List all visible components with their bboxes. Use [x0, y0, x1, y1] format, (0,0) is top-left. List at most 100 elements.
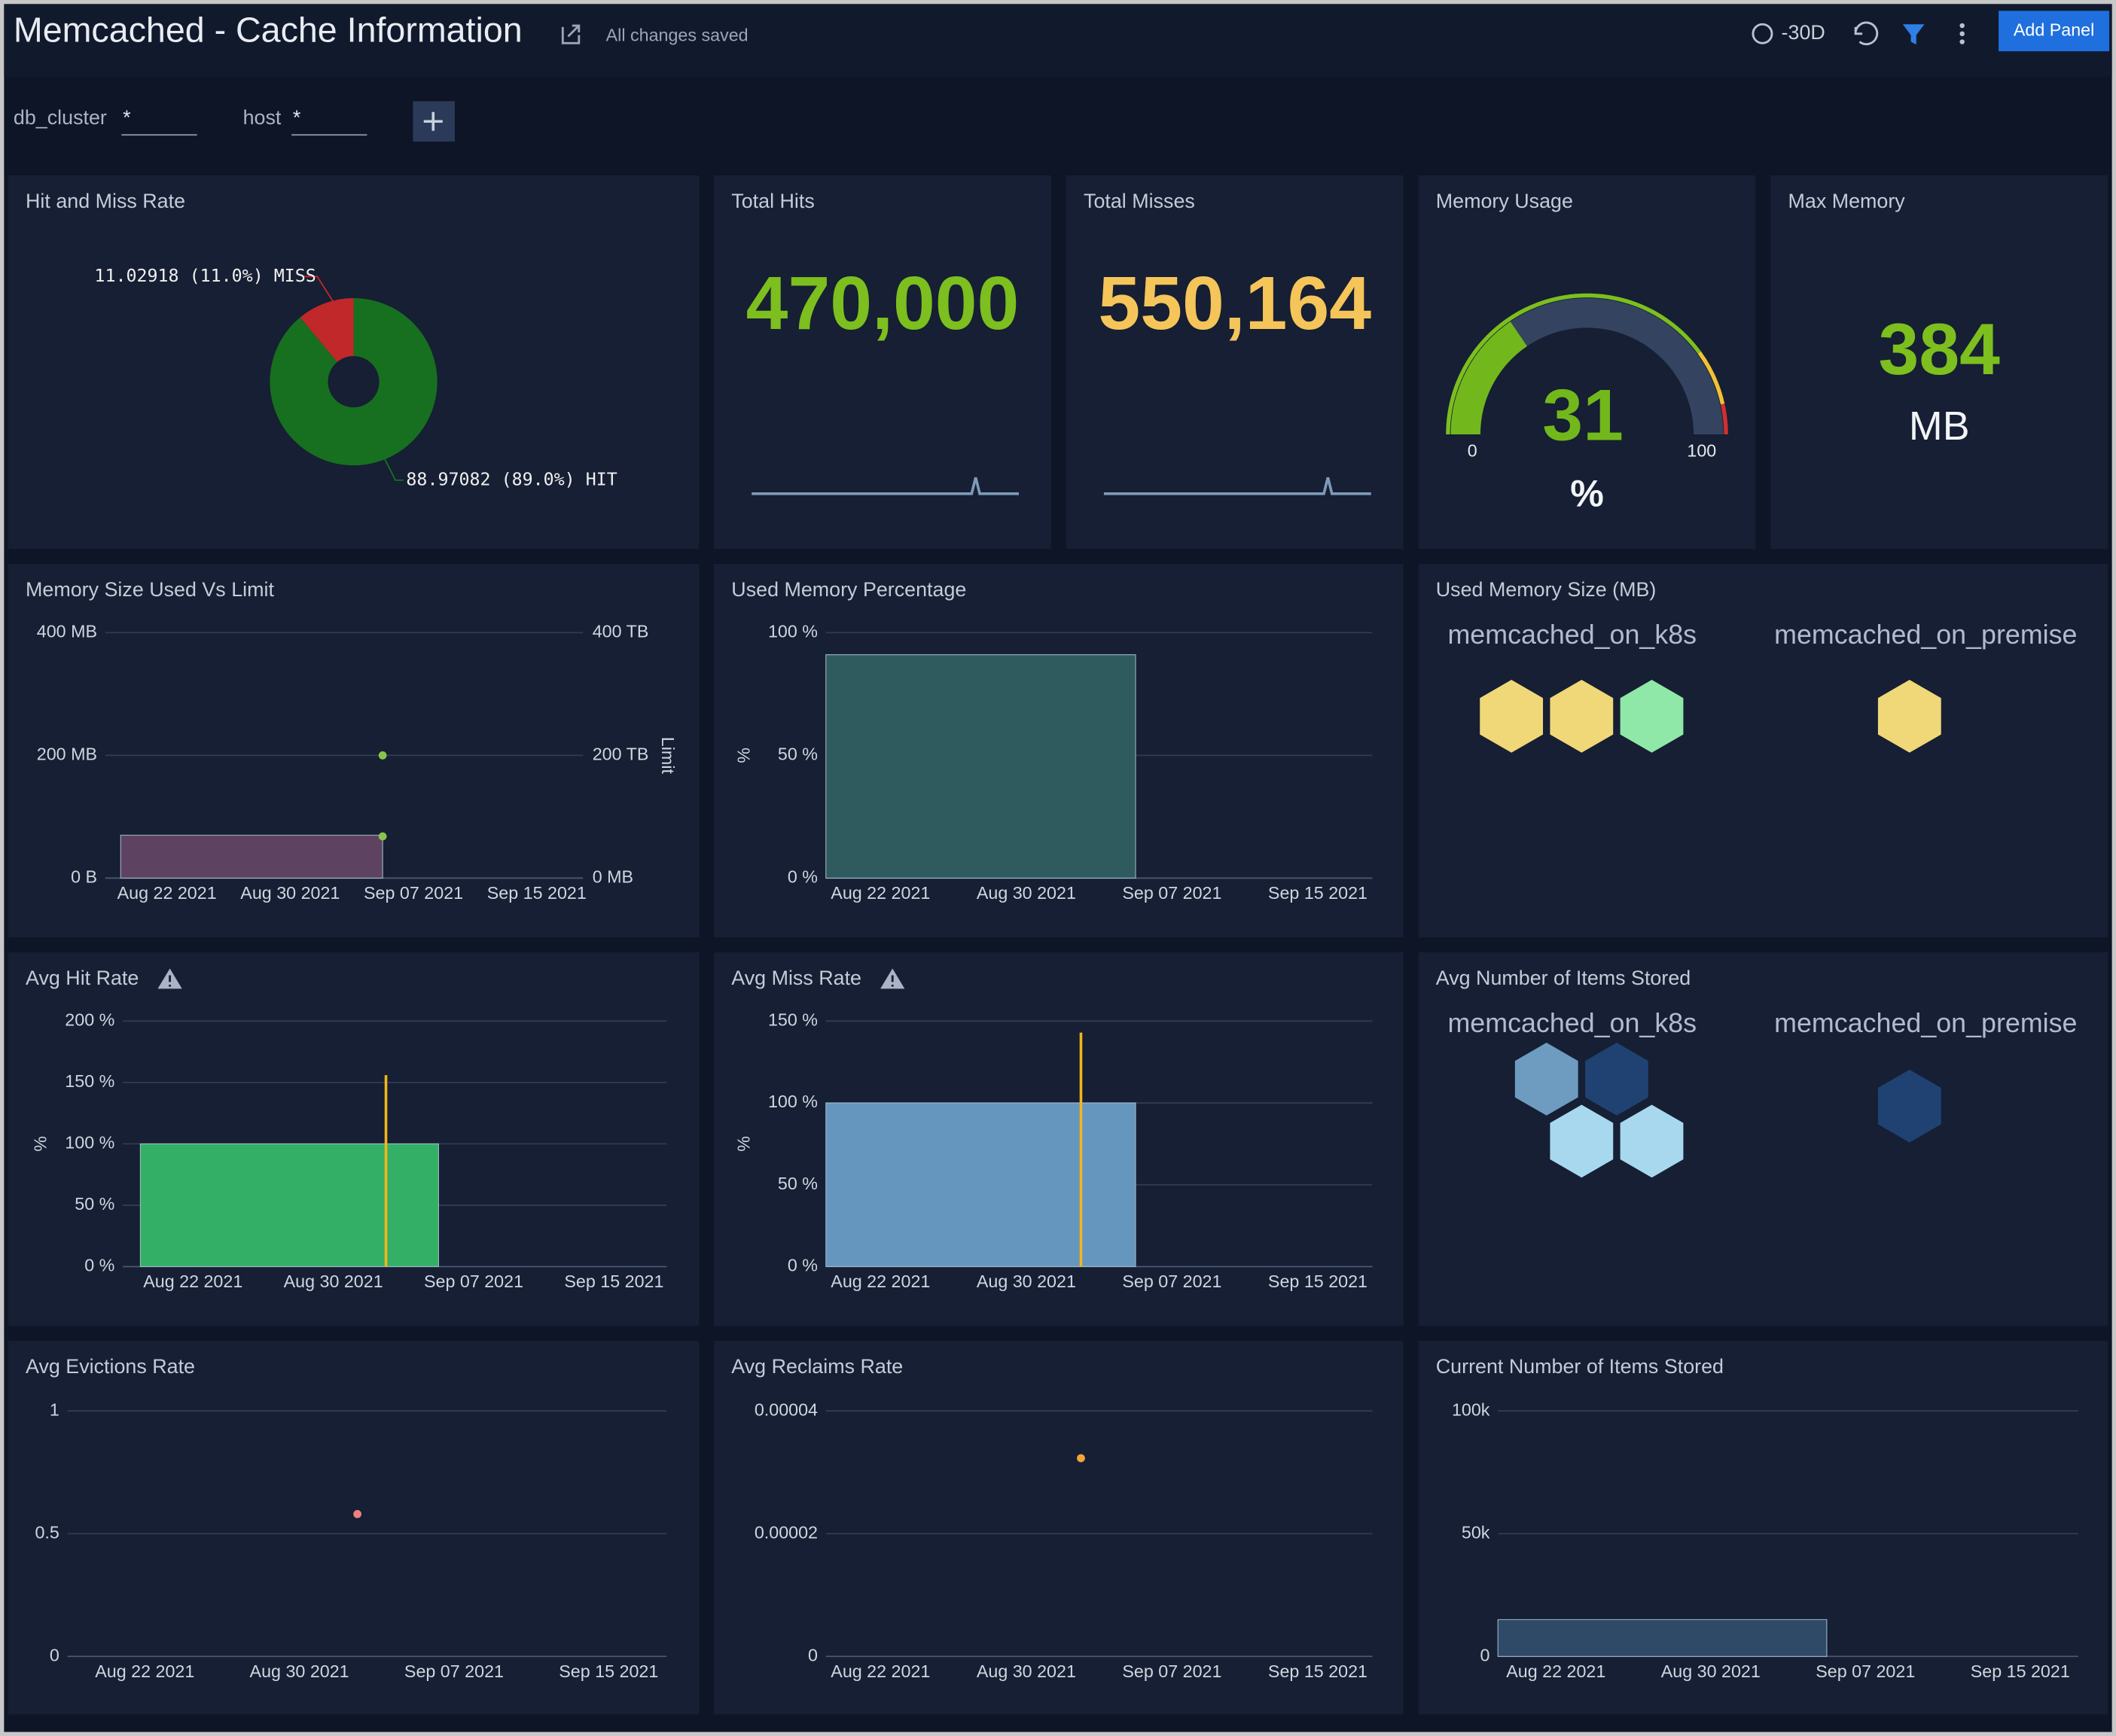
filter-value[interactable]: * — [123, 106, 131, 129]
x-tick-label: Sep 15 2021 — [564, 1272, 663, 1291]
y2-tick-label: 0 MB — [593, 867, 633, 887]
save-status: All changes saved — [606, 26, 749, 45]
add-panel-button[interactable] — [1999, 11, 2110, 52]
y2-tick-label: 200 TB — [593, 745, 649, 764]
panel-title: Memory Size Used Vs Limit — [26, 578, 274, 601]
x-tick-label: Sep 07 2021 — [404, 1661, 504, 1681]
panel-title: Total Hits — [731, 190, 814, 212]
panel-title: Used Memory Size (MB) — [1436, 578, 1657, 601]
y-tick-label: 400 MB — [37, 621, 97, 641]
area — [139, 1143, 439, 1268]
gauge-max: 100 — [1687, 440, 1716, 460]
x-tick-label: Aug 22 2021 — [831, 883, 930, 903]
group-name: memcached_on_premise — [1774, 1008, 2077, 1038]
x-tick-label: Sep 15 2021 — [487, 883, 587, 903]
x-tick-label: Aug 30 2021 — [1661, 1661, 1761, 1681]
hex-cell — [1877, 680, 1941, 753]
y-tick-label: 150 % — [65, 1071, 114, 1091]
time-range[interactable]: -30D — [1782, 21, 1825, 44]
y-tick-label: 50 % — [778, 745, 818, 764]
plus-icon[interactable] — [423, 111, 443, 131]
panel-title: Hit and Miss Rate — [26, 190, 185, 212]
y-tick-label: 0 B — [71, 867, 97, 887]
gauge-min: 0 — [1468, 440, 1477, 460]
gauge-value — [1450, 321, 1528, 435]
filter-label: db_cluster — [14, 106, 107, 129]
point — [378, 751, 387, 760]
y-tick-label: 100k — [1452, 1399, 1490, 1419]
panel — [1066, 175, 1404, 550]
panel-title: Used Memory Percentage — [731, 578, 966, 601]
y-tick-label: 0.00004 — [755, 1399, 818, 1419]
page-title: Memcached - Cache Information — [14, 10, 523, 49]
add-panel-label[interactable]: Add Panel — [2014, 20, 2094, 39]
x-tick-label: Aug 30 2021 — [977, 1272, 1076, 1291]
panel-title: Memory Usage — [1436, 190, 1573, 212]
share-icon[interactable] — [561, 24, 581, 44]
menu-icon[interactable] — [1959, 23, 1965, 44]
panel-title: Current Number of Items Stored — [1436, 1355, 1724, 1378]
hex-cell — [1550, 680, 1614, 753]
y-tick-label: 200 % — [65, 1010, 114, 1030]
filter-label: host — [243, 106, 282, 129]
x-tick-label: Aug 30 2021 — [284, 1272, 383, 1291]
x-tick-label: Sep 07 2021 — [364, 883, 463, 903]
x-tick-label: Aug 30 2021 — [977, 1661, 1076, 1681]
x-tick-label: Aug 22 2021 — [117, 883, 217, 903]
y-tick-label: 0 — [808, 1645, 818, 1664]
refresh-icon[interactable] — [1854, 21, 1879, 46]
leader-line — [303, 276, 337, 307]
x-tick-label: Sep 15 2021 — [559, 1661, 658, 1681]
x-tick-label: Sep 07 2021 — [1122, 1272, 1221, 1291]
big-value: 470,000 — [746, 261, 1020, 346]
panel-title: Avg Reclaims Rate — [731, 1355, 903, 1378]
point — [353, 1509, 361, 1518]
sparkline — [752, 477, 1020, 495]
group-name: memcached_on_k8s — [1447, 1008, 1697, 1038]
y-tick-label: 150 % — [768, 1010, 818, 1030]
big-value: 384 — [1879, 308, 2001, 390]
panel-title: Avg Number of Items Stored — [1436, 967, 1691, 989]
x-tick-label: Aug 22 2021 — [831, 1272, 930, 1291]
panel — [1418, 1341, 2108, 1715]
filter-icon[interactable] — [1902, 24, 1925, 45]
x-tick-label: Sep 07 2021 — [1122, 883, 1221, 903]
y-tick-label: 1 — [50, 1399, 59, 1419]
y2-tick-label: 400 TB — [593, 621, 649, 641]
panel-title: Avg Hit Rate — [26, 967, 139, 989]
y-tick-label: 50k — [1462, 1522, 1490, 1542]
panel — [1418, 952, 2108, 1326]
point — [1077, 1454, 1085, 1463]
y-tick-label: 0 — [1480, 1645, 1490, 1664]
gauge-band — [1697, 351, 1725, 405]
data-label: 88.97082 (89.0%) HIT — [406, 469, 617, 489]
leader-line — [383, 458, 404, 481]
x-tick-label: Aug 30 2021 — [977, 883, 1076, 903]
x-tick-label: Sep 15 2021 — [1971, 1661, 2070, 1681]
panel-title: Avg Miss Rate — [731, 967, 861, 989]
clock-icon[interactable] — [1752, 23, 1773, 44]
area — [825, 1102, 1136, 1268]
y-tick-label: 0.5 — [35, 1522, 59, 1542]
area — [1497, 1619, 1828, 1657]
hex-cell — [1585, 1043, 1648, 1116]
y-tick-label: 0 % — [788, 867, 818, 887]
gauge-band — [1721, 404, 1728, 434]
panel — [8, 1341, 700, 1715]
x-tick-label: Sep 07 2021 — [1816, 1661, 1915, 1681]
x-tick-label: Aug 22 2021 — [143, 1272, 242, 1291]
panel — [1770, 175, 2108, 550]
hex-cell — [1620, 680, 1684, 753]
x-tick-label: Sep 07 2021 — [424, 1272, 523, 1291]
y-axis-label: % — [733, 1136, 753, 1152]
y-tick-label: 0.00002 — [755, 1522, 818, 1542]
group-name: memcached_on_k8s — [1447, 620, 1697, 650]
y-tick-label: 200 MB — [37, 745, 97, 764]
y-tick-label: 0 — [50, 1645, 59, 1664]
value-unit: MB — [1909, 404, 1970, 449]
filter-value[interactable]: * — [293, 106, 301, 129]
x-tick-label: Aug 22 2021 — [1506, 1661, 1605, 1681]
area — [825, 654, 1136, 879]
sparkline — [1103, 477, 1371, 495]
